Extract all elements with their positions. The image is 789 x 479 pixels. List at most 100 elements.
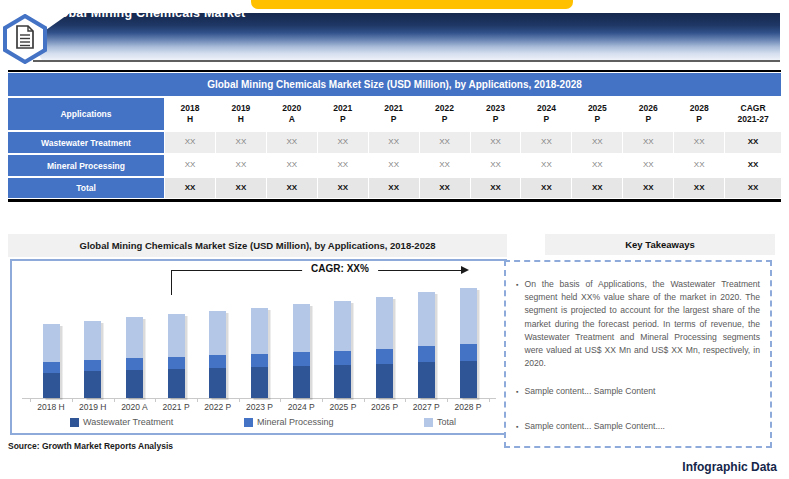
segment-mineral-processing [126,358,143,370]
segment-mineral-processing [418,346,435,362]
table-cell: XX [623,178,673,198]
table-header-row: Applications2018H2019H2020A2021P2021P202… [8,98,781,130]
top-accent-bar [251,0,573,9]
x-axis-line [22,398,496,399]
cell-value: XX [286,183,297,194]
bullet-text: On the basis of Applications, the Wastew… [524,278,760,370]
segment-wastewater-treatment [168,369,185,398]
segment-mineral-processing [209,355,226,368]
page-title: Global Mining Chemicals Market [47,6,245,20]
cell-value: XX [337,160,348,171]
column-header: 2023P [471,98,521,130]
bar-2023-p [251,308,268,398]
cell-value: XX [541,137,552,148]
segment-total [460,288,477,344]
segment-mineral-processing [293,352,310,366]
bar-2022-p [209,311,226,398]
row-label: Total [8,178,164,198]
table-cell: XX [318,132,368,153]
legend-item-wastewater-treatment: Wastewater Treatment [70,417,173,427]
table-title: Global Mining Chemicals Market Size (USD… [8,73,781,96]
column-header: 2025P [572,98,622,130]
table-cell: XX [471,155,521,176]
table-cell: XX [216,132,266,153]
table-cell: XX [674,155,724,176]
key-takeaways-title: Key Takeaways [545,234,775,255]
x-tick-label: 2019 H [71,402,115,412]
table-cell: XX [725,155,781,176]
table-cell: XX [369,155,419,176]
bullet-marker-icon: ▪ [514,385,518,398]
segment-total [376,297,393,349]
table-cell: XX [521,132,571,153]
cell-value: XX [439,183,450,194]
legend-label: Wastewater Treatment [83,417,173,427]
bar-2028-p [460,288,477,398]
chart-title: Global Mining Chemicals Market Size (USD… [8,234,507,257]
column-header: 2021P [369,98,419,130]
table-cell: XX [674,178,724,198]
cell-value: XX [388,137,399,148]
cell-value: XX [490,137,501,148]
cell-value: XX [185,183,196,194]
segment-total [209,311,226,355]
table-cell: XX [369,178,419,198]
cell-value: XX [592,183,603,194]
stacked-bar-chart: CAGR: XX% 2018 H2019 H2020 A2021 P2022 P… [10,259,507,435]
cell-value: XX [439,160,450,171]
segment-mineral-processing [460,344,477,361]
cell-value: XX [490,183,501,194]
bullet-text: Sample content... Sample Content.... [524,420,664,433]
row-label: Wastewater Treatment [8,132,164,153]
table-cell: XX [521,155,571,176]
bar-2021-p [168,314,185,398]
cell-value: XX [236,160,247,171]
cell-value: XX [748,183,759,194]
cell-value: XX [643,137,654,148]
segment-wastewater-treatment [251,367,268,398]
segment-total [418,292,435,346]
table-cell: XX [369,132,419,153]
cell-value: XX [185,160,196,171]
segment-total [84,321,101,360]
table-cell: XX [318,155,368,176]
table-cell: XX [267,155,317,176]
segment-mineral-processing [168,357,185,369]
table-cell: XX [674,132,724,153]
x-tick-label: 2024 P [279,402,323,412]
cell-value: XX [694,160,705,171]
table-cell: XX [267,132,317,153]
segment-wastewater-treatment [293,366,310,398]
x-tick-label: 2022 P [196,402,240,412]
table-cell: XX [521,178,571,198]
table-body: Wastewater TreatmentXXXXXXXXXXXXXXXXXXXX… [8,132,781,198]
table-header-row-inner: Applications2018H2019H2020A2021P2021P202… [8,98,781,130]
cell-value: XX [643,160,654,171]
cell-value: XX [286,160,297,171]
source-note: Source: Growth Market Reports Analysis [8,441,173,451]
segment-total [251,308,268,354]
cell-value: XX [541,160,552,171]
table-cell: XX [420,155,470,176]
table-cell: XX [165,155,215,176]
segment-total [293,304,310,352]
x-tick-label: 2023 P [238,402,282,412]
segment-wastewater-treatment [209,368,226,398]
table-row: Wastewater TreatmentXXXXXXXXXXXXXXXXXXXX… [8,132,781,153]
legend-swatch-icon [244,418,253,427]
table-row: Mineral ProcessingXXXXXXXXXXXXXXXXXXXXXX… [8,155,781,176]
x-tick-label: 2025 P [321,402,365,412]
segment-mineral-processing [376,349,393,364]
cell-value: XX [490,160,501,171]
segment-wastewater-treatment [376,364,393,398]
segment-mineral-processing [251,354,268,367]
column-header: 2019H [216,98,266,130]
segment-wastewater-treatment [126,370,143,398]
table-cell: XX [725,132,781,153]
cell-value: XX [439,137,450,148]
table-bottom-border [8,199,781,202]
table-cell: XX [420,178,470,198]
table-cell: XX [267,178,317,198]
cell-value: XX [185,137,196,148]
cagr-bracket-drop [171,270,172,295]
